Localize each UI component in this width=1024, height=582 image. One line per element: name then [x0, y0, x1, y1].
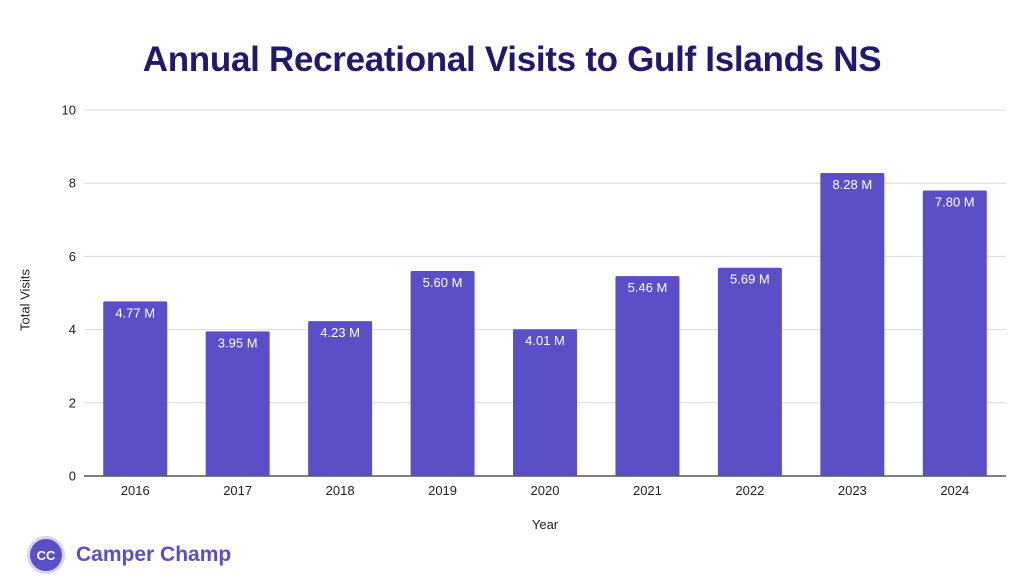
- bar: [308, 321, 373, 476]
- x-tick-label: 2020: [531, 483, 560, 498]
- y-axis-ticks: 0 2 4 6 8 10: [62, 103, 76, 484]
- bar-data-label: 8.28 M: [832, 177, 872, 192]
- x-tick-label: 2017: [223, 483, 252, 498]
- x-axis-ticks: 2016 2017 2018 2019 2020 2021 2022 2023 2024: [121, 483, 969, 498]
- y-tick-label: 8: [69, 176, 76, 191]
- y-axis-label: Total Visits: [17, 269, 33, 331]
- x-tick-label: 2024: [940, 483, 969, 498]
- bar-data-label: 5.46 M: [628, 280, 668, 295]
- x-tick-label: 2016: [121, 483, 150, 498]
- y-tick-label: 6: [69, 249, 76, 264]
- bar: [410, 271, 475, 476]
- bar: [922, 190, 987, 476]
- bar-data-label: 5.60 M: [423, 275, 463, 290]
- bar-data-label: 3.95 M: [218, 335, 258, 350]
- x-axis-label: Year: [531, 517, 559, 532]
- camper-champ-logo: CC: [27, 536, 65, 574]
- bar: [615, 276, 680, 476]
- bar-data-label: 4.77 M: [115, 305, 155, 320]
- y-tick-label: 4: [69, 322, 76, 337]
- bar: [820, 172, 885, 476]
- x-tick-label: 2022: [735, 483, 764, 498]
- bar-data-label: 7.80 M: [935, 195, 975, 210]
- x-tick-label: 2018: [326, 483, 355, 498]
- bar: [103, 301, 168, 476]
- y-tick-label: 2: [69, 395, 76, 410]
- bar: [513, 329, 577, 476]
- bar: [205, 331, 270, 476]
- brand-footer: CC Camper Champ: [27, 536, 231, 574]
- chart-title: Annual Recreational Visits to Gulf Islan…: [142, 40, 882, 79]
- bar-data-label: 5.69 M: [730, 272, 770, 287]
- bar-data-label: 4.01 M: [525, 333, 565, 348]
- y-tick-label: 0: [69, 469, 76, 484]
- x-tick-label: 2019: [428, 483, 457, 498]
- bar-data-label: 4.23 M: [320, 325, 360, 340]
- brand-name: Camper Champ: [76, 543, 232, 566]
- y-tick-label: 10: [62, 103, 76, 118]
- bars: 4.77 M 3.95 M 4.23 M 5.60 M 4.01 M 5.46 M 5.69…: [103, 172, 987, 476]
- x-tick-label: 2023: [838, 483, 867, 498]
- x-tick-label: 2021: [633, 483, 662, 498]
- bar: [717, 267, 782, 476]
